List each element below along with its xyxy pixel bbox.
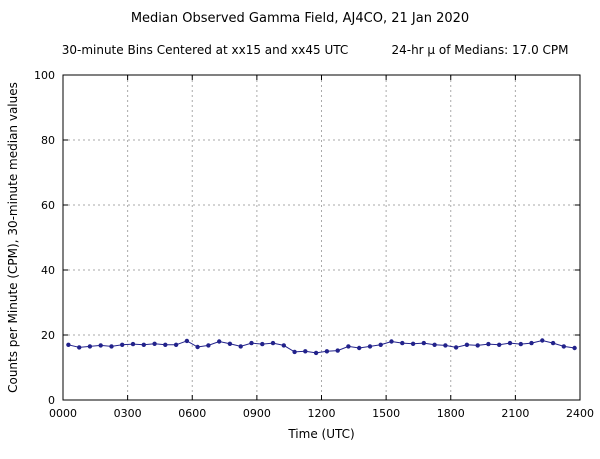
y-axis-label: Counts per Minute (CPM), 30-minute media… <box>6 82 20 393</box>
data-point-marker <box>77 345 82 350</box>
chart-subtitle-bins: 30-minute Bins Centered at xx15 and xx45… <box>62 43 349 57</box>
x-tick-label: 0300 <box>114 407 142 420</box>
x-tick-label: 1800 <box>437 407 465 420</box>
data-point-marker <box>572 345 577 351</box>
data-point-marker <box>507 340 513 346</box>
data-point-marker <box>130 341 136 347</box>
data-point-marker <box>238 344 243 349</box>
data-point-marker <box>464 342 470 347</box>
data-point-marker <box>378 342 383 347</box>
y-tick-label: 40 <box>41 264 55 277</box>
data-point-marker <box>400 340 405 346</box>
data-point-marker <box>357 345 362 351</box>
x-axis-label: Time (UTC) <box>287 427 354 441</box>
data-point-marker <box>260 341 265 347</box>
data-point-marker <box>324 349 330 354</box>
y-tick-label: 80 <box>41 134 55 147</box>
data-point-marker <box>120 342 125 347</box>
data-point-marker <box>98 343 103 348</box>
data-point-marker <box>217 339 222 344</box>
data-point-marker <box>367 344 373 349</box>
data-point-marker <box>206 343 211 348</box>
data-point-marker <box>303 349 308 354</box>
data-point-marker <box>518 341 523 347</box>
data-point-marker <box>66 342 71 347</box>
x-tick-label: 0900 <box>243 407 271 420</box>
data-point-marker <box>443 343 448 348</box>
y-tick-label: 0 <box>48 394 55 407</box>
data-point-marker <box>540 338 545 343</box>
data-series <box>66 338 577 356</box>
data-point-marker <box>292 349 297 355</box>
data-point-marker <box>313 350 319 356</box>
x-tick-label: 2400 <box>566 407 594 420</box>
data-point-marker <box>87 344 93 349</box>
data-point-marker <box>432 342 437 347</box>
x-tick-label: 0600 <box>178 407 206 420</box>
data-point-marker <box>270 340 276 346</box>
data-point-marker <box>453 345 459 350</box>
x-tick-label: 1500 <box>372 407 400 420</box>
data-point-marker <box>163 342 168 347</box>
chart-subtitle-mean: 24-hr μ of Medians: 17.0 CPM <box>391 43 568 57</box>
x-tick-label: 2100 <box>501 407 529 420</box>
data-point-marker <box>281 343 286 348</box>
data-point-marker <box>421 340 426 346</box>
data-point-marker <box>486 341 491 347</box>
data-point-marker <box>389 339 394 344</box>
data-point-marker <box>410 341 416 346</box>
grid-lines <box>63 75 580 400</box>
data-point-marker <box>152 341 157 346</box>
axis-labels: 0000 0300 0600 0900 1200 1500 1800 2100 2400 0 20 4… <box>6 69 594 441</box>
data-point-marker <box>529 340 534 346</box>
data-point-marker <box>184 338 190 344</box>
data-point-marker <box>173 342 179 347</box>
data-point-marker <box>335 348 340 353</box>
data-point-marker <box>141 342 146 347</box>
data-point-marker <box>561 344 566 349</box>
y-tick-label: 100 <box>34 69 55 82</box>
x-tick-label: 0000 <box>49 407 77 420</box>
data-point-marker <box>249 340 254 346</box>
data-point-marker <box>550 340 556 346</box>
data-point-marker <box>346 344 351 349</box>
data-point-marker <box>109 344 114 349</box>
y-tick-label: 60 <box>41 199 55 212</box>
data-point-marker <box>497 342 502 347</box>
chart-title: Median Observed Gamma Field, AJ4CO, 21 J… <box>131 11 469 26</box>
y-tick-label: 20 <box>41 329 55 342</box>
axes <box>62 74 581 401</box>
data-point-marker <box>227 341 233 346</box>
data-point-marker <box>475 343 480 348</box>
x-tick-label: 1200 <box>308 407 336 420</box>
data-point-marker <box>195 344 200 350</box>
